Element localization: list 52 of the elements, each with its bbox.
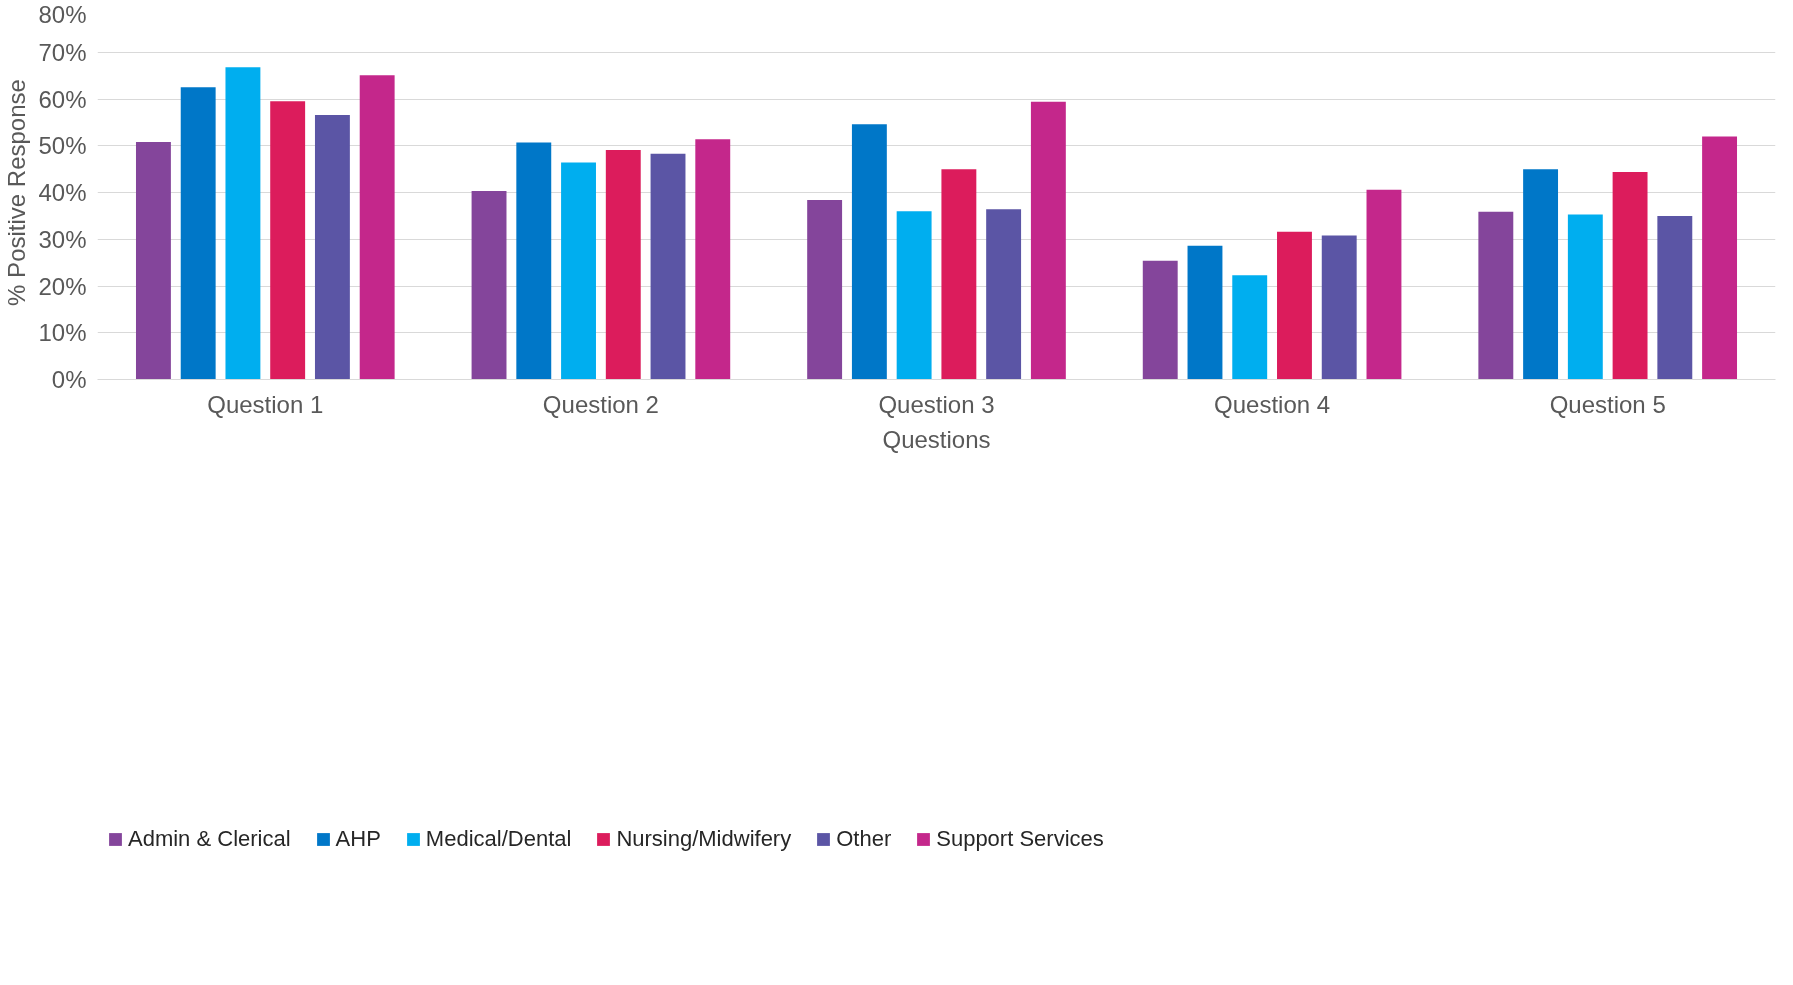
- bar: [1232, 275, 1268, 380]
- legend-label: Medical/Dental: [425, 825, 572, 852]
- bar: [1277, 231, 1312, 380]
- bar: [1657, 215, 1693, 380]
- bar: [1187, 245, 1223, 380]
- bar: [225, 67, 261, 380]
- x-axis-title: Questions: [882, 425, 991, 453]
- y-tick-label: 80%: [38, 0, 87, 28]
- bar: [1478, 211, 1514, 380]
- x-tick-label: Question 3: [878, 390, 995, 418]
- y-tick-label: 70%: [38, 38, 87, 66]
- x-tick-label: Question 4: [1214, 390, 1331, 418]
- x-tick-label: Question 2: [542, 390, 659, 418]
- bar: [851, 124, 887, 380]
- bar: [695, 139, 731, 380]
- y-tick-label: 10%: [38, 319, 87, 347]
- bar: [135, 142, 171, 380]
- y-tick-label: 50%: [38, 132, 87, 160]
- legend-label: Admin & Clerical: [128, 825, 291, 852]
- bar: [1523, 169, 1559, 380]
- x-tick-label: Question 1: [207, 390, 324, 418]
- bar: [986, 209, 1022, 380]
- bar: [941, 169, 977, 380]
- y-tick-label: 30%: [38, 225, 87, 253]
- bar: [270, 101, 306, 380]
- y-tick-label: 20%: [38, 272, 87, 300]
- bar: [561, 162, 596, 380]
- bar: [471, 191, 507, 380]
- y-tick-label: 40%: [38, 179, 87, 206]
- bar: [1142, 260, 1178, 380]
- y-tick-label: 0%: [51, 366, 87, 393]
- bar: [1612, 171, 1648, 380]
- legend-label: Other: [836, 825, 892, 852]
- legend-label: Nursing/Midwifery: [616, 825, 792, 852]
- bar: [314, 114, 350, 380]
- bar: [1321, 235, 1357, 380]
- bar: [896, 211, 932, 380]
- bar: [1702, 136, 1738, 380]
- bar: [605, 149, 641, 380]
- bar: [516, 142, 552, 380]
- bar: [180, 87, 216, 380]
- x-tick-label: Question 5: [1549, 390, 1666, 418]
- bar: [1366, 189, 1402, 380]
- bar: [1567, 214, 1603, 380]
- legend-label: Support Services: [936, 825, 1104, 852]
- bar: [359, 75, 395, 380]
- legend-label: AHP: [335, 825, 381, 852]
- bar: [807, 199, 843, 380]
- y-axis-title: % Positive Response: [3, 79, 31, 306]
- bar: [650, 153, 686, 380]
- bar: [1030, 101, 1066, 380]
- y-tick-label: 60%: [38, 85, 87, 113]
